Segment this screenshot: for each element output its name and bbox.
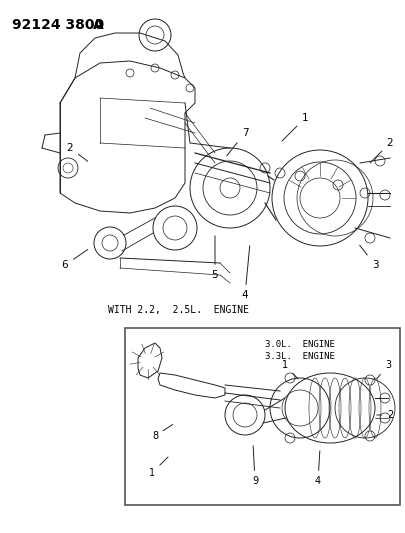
- Text: 4: 4: [242, 246, 250, 300]
- Text: 3.0L.  ENGINE: 3.0L. ENGINE: [265, 340, 335, 349]
- Text: 3: 3: [377, 360, 391, 379]
- Text: 3.3L.  ENGINE: 3.3L. ENGINE: [265, 352, 335, 361]
- Text: 7: 7: [227, 128, 248, 156]
- Text: 2: 2: [67, 143, 88, 161]
- Text: 2: 2: [377, 410, 393, 420]
- Text: 92124 3800: 92124 3800: [12, 18, 104, 32]
- Text: A: A: [93, 18, 104, 32]
- Text: 6: 6: [62, 249, 88, 270]
- Text: 5: 5: [212, 236, 218, 280]
- Text: WITH 2.2,  2.5L.  ENGINE: WITH 2.2, 2.5L. ENGINE: [108, 305, 249, 315]
- Bar: [125, 328, 400, 505]
- Text: 9: 9: [252, 446, 258, 486]
- Text: 1: 1: [282, 360, 298, 379]
- Text: 3: 3: [360, 245, 378, 270]
- Text: 8: 8: [152, 424, 173, 441]
- Text: 1: 1: [149, 457, 168, 478]
- Text: 2: 2: [370, 138, 393, 163]
- Text: 4: 4: [315, 451, 321, 486]
- Text: 1: 1: [282, 113, 308, 141]
